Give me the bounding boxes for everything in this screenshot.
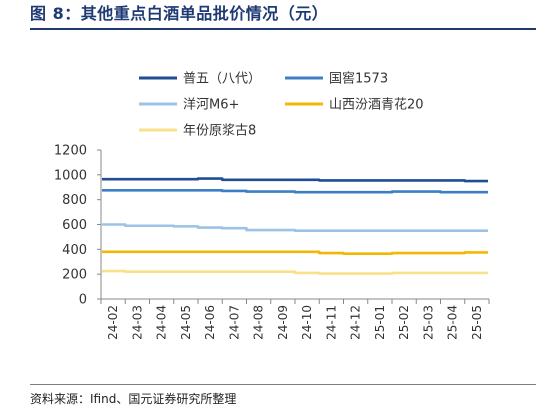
x-tick-label: 24-08: [252, 305, 266, 340]
series-line-5: [102, 269, 488, 275]
series-line-3: [102, 223, 488, 233]
x-tick-label: 25-03: [421, 305, 435, 340]
series-line-4: [102, 250, 488, 255]
figure-title: 图 8：其他重点白酒单品批价情况（元）: [30, 4, 329, 23]
legend-label: 山西汾酒青花20: [329, 97, 424, 113]
x-tick-label: 24-03: [130, 305, 144, 340]
x-tick-label: 24-05: [179, 305, 193, 340]
x-tick-label: 25-05: [470, 305, 484, 340]
y-tick-label: 1000: [54, 168, 87, 183]
y-tick-label: 400: [62, 243, 87, 258]
x-tick-label: 24-02: [106, 305, 120, 340]
x-axis: 24-02 24-03 24-04 24-05 24-06 24-07 24-08 24-09…: [100, 298, 490, 340]
source-divider: [30, 384, 536, 385]
series-line-2: [102, 189, 488, 194]
y-axis: 0 200 400 600 800 1000 1200: [54, 144, 102, 308]
x-tick-label: 24-07: [227, 305, 241, 340]
series-lines: [102, 177, 488, 275]
y-tick-label: 0: [79, 293, 87, 308]
y-tick-label: 800: [62, 193, 87, 208]
x-tick-label: 25-01: [373, 305, 387, 340]
legend-label: 普五（八代）: [183, 72, 261, 87]
y-tick-label: 200: [62, 268, 87, 283]
legend-label: 国窖1573: [329, 71, 388, 87]
y-tick-label: 1200: [54, 144, 87, 159]
y-tick-label: 600: [62, 218, 87, 233]
series-line-1: [102, 177, 488, 183]
legend-label: 年份原浆古8: [183, 124, 256, 139]
x-tick-label: 24-10: [300, 305, 314, 340]
x-tick-label: 24-12: [349, 305, 363, 340]
title-divider: [30, 28, 536, 30]
source-note: 资料来源：Ifind、国元证券研究所整理: [30, 392, 237, 406]
x-tick-label: 24-06: [203, 305, 217, 340]
legend: 普五（八代） 国窖1573 洋河M6+ 山西汾酒青花20 年份原浆古8: [139, 71, 424, 139]
legend-label: 洋河M6+: [183, 98, 239, 113]
x-tick-label: 24-11: [324, 305, 338, 340]
x-tick-label: 25-02: [397, 305, 411, 340]
x-tick-label: 24-04: [155, 305, 169, 340]
x-tick-label: 24-09: [276, 305, 290, 340]
x-tick-label: 25-04: [446, 305, 460, 340]
